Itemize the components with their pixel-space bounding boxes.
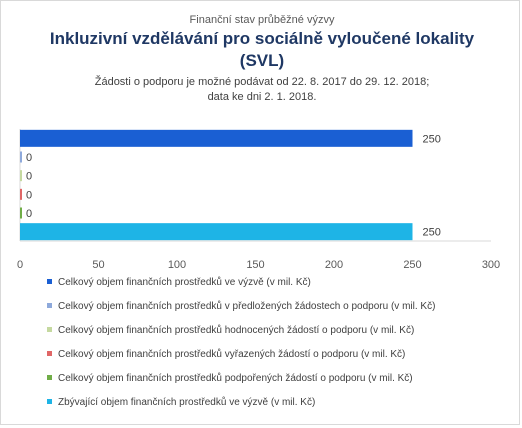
bar (20, 129, 413, 147)
legend-label: Celkový objem finančních prostředků ve v… (58, 277, 311, 288)
legend-label: Celkový objem finančních prostředků v př… (58, 301, 436, 312)
legend-swatch (47, 374, 52, 380)
chart-pretitle: Finanční stav průběžné výzvy (189, 14, 335, 26)
bar (20, 207, 22, 219)
legend-label: Celkový objem finančních prostředků podp… (58, 373, 413, 384)
bar (20, 170, 22, 182)
x-tick-label: 250 (403, 259, 421, 271)
bar-value-label: 0 (26, 208, 32, 220)
x-tick-label: 100 (168, 259, 186, 271)
bar (20, 188, 22, 200)
legend-swatch (47, 326, 52, 332)
chart-subtitle-line2: data ke dni 2. 1. 2018. (207, 91, 317, 103)
legend-item: Celkový objem finančních prostředků vyřa… (47, 349, 405, 360)
legend-item: Celkový objem finančních prostředků v př… (47, 301, 435, 312)
legend-item: Celkový objem finančních prostředků ve v… (47, 277, 311, 288)
legend-swatch (47, 302, 52, 308)
bar (20, 151, 22, 163)
legend-item: Celkový objem finančních prostředků hodn… (47, 325, 414, 336)
bar-value-label: 0 (26, 171, 32, 183)
legend-label: Celkový objem finančních prostředků vyřa… (58, 349, 406, 360)
x-tick-label: 50 (92, 259, 104, 271)
x-tick-label: 0 (17, 259, 23, 271)
legend-swatch (47, 278, 52, 284)
legend-swatch (47, 350, 52, 356)
chart-title-line2: (SVL) (239, 51, 285, 70)
bar-value-label: 250 (423, 227, 441, 239)
bar (20, 223, 413, 241)
chart-subtitle-line1: Žádosti o podporu je možné podávat od 22… (94, 76, 430, 88)
x-tick-label: 200 (325, 259, 343, 271)
chart-title-line1: Inkluzivní vzdělávání pro sociálně vylou… (49, 29, 475, 48)
x-tick-label: 150 (246, 259, 264, 271)
bar-value-label: 0 (26, 152, 32, 164)
legend-item: Celkový objem finančních prostředků podp… (47, 373, 413, 384)
legend-item: Zbývající objem finančních prostředků ve… (47, 397, 315, 408)
legend-label: Celkový objem finančních prostředků hodn… (58, 325, 415, 336)
bar-value-label: 250 (423, 133, 441, 145)
x-tick-label: 300 (482, 259, 500, 271)
bar-value-label: 0 (26, 189, 32, 201)
legend-label: Zbývající objem finančních prostředků ve… (58, 397, 316, 408)
legend-swatch (47, 398, 52, 404)
